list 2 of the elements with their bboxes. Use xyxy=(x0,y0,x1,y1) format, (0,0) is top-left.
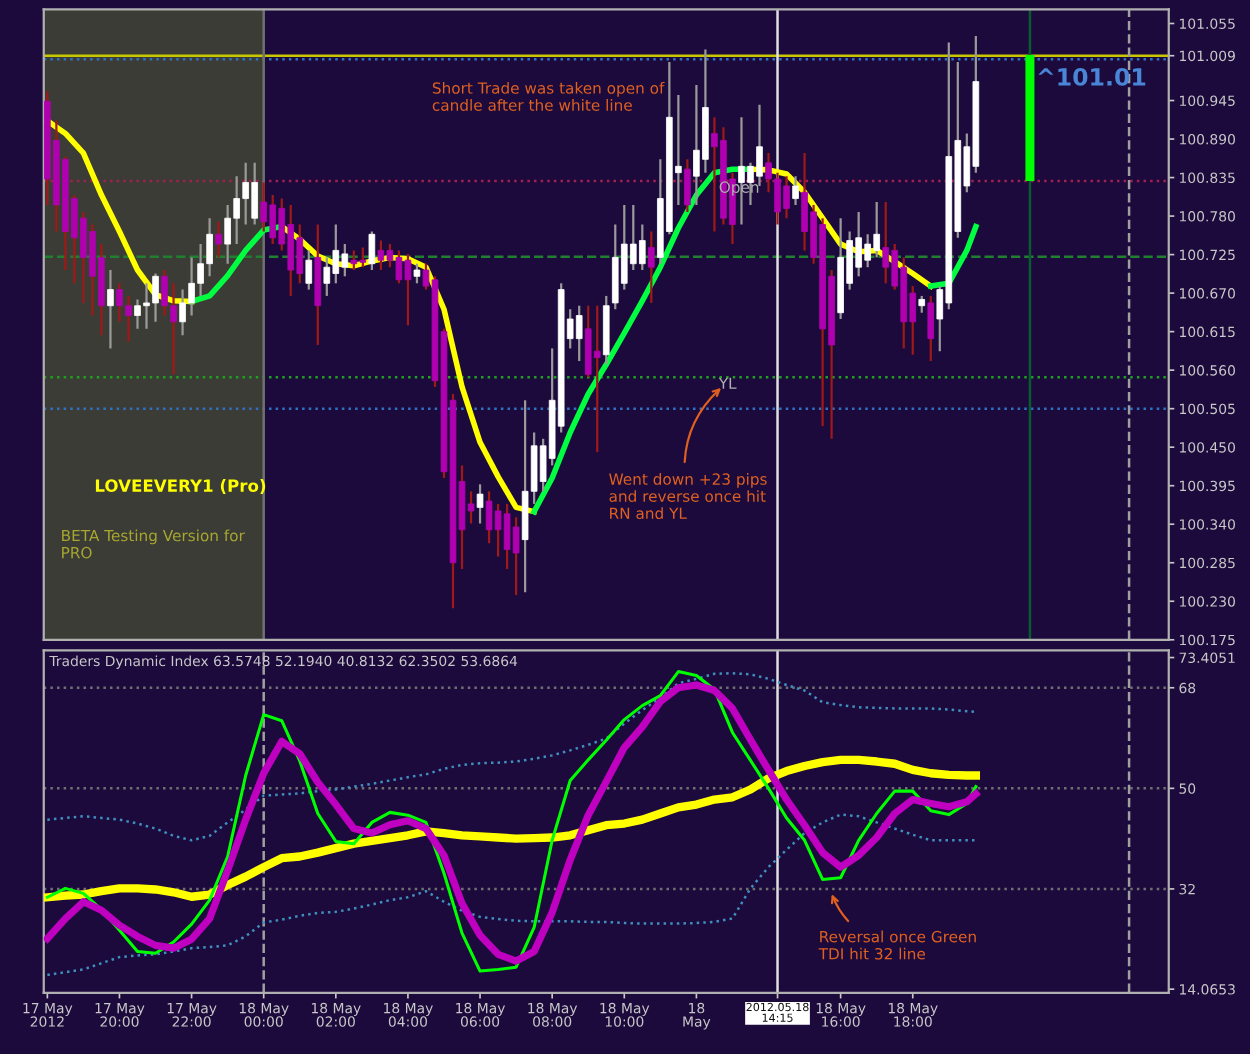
annotation: ^101.01 xyxy=(1038,67,1146,86)
annotation: LOVEEVERY1 (Pro) xyxy=(95,479,266,494)
